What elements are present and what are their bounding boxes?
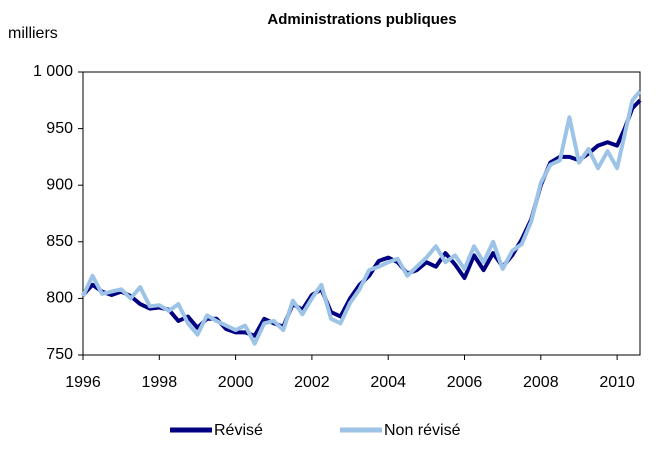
- x-tick-label: 2000: [218, 374, 254, 391]
- y-tick-label: 1 000: [33, 63, 73, 80]
- x-tick-label: 2006: [447, 374, 483, 391]
- data-line: [81, 98, 642, 338]
- x-tick-label: 2004: [370, 374, 406, 391]
- y-axis-label: milliers: [8, 25, 58, 42]
- x-tick-label: 2008: [523, 374, 559, 391]
- legend-label: Non révisé: [384, 422, 461, 439]
- data-line: [81, 89, 642, 346]
- x-tick-label: 2002: [294, 374, 330, 391]
- x-tick-label: 1998: [142, 374, 178, 391]
- chart-title: Administrations publiques: [267, 11, 456, 28]
- plot-area: [82, 71, 641, 356]
- y-tick-label: 750: [46, 346, 73, 363]
- y-tick-label: 800: [46, 290, 73, 307]
- legend-label: Révisé: [214, 422, 263, 439]
- y-tick-label: 950: [46, 120, 73, 137]
- y-tick-label: 900: [46, 176, 73, 193]
- y-tick-label: 850: [46, 233, 73, 250]
- x-tick-label: 2010: [599, 374, 635, 391]
- x-tick-label: 1996: [65, 374, 101, 391]
